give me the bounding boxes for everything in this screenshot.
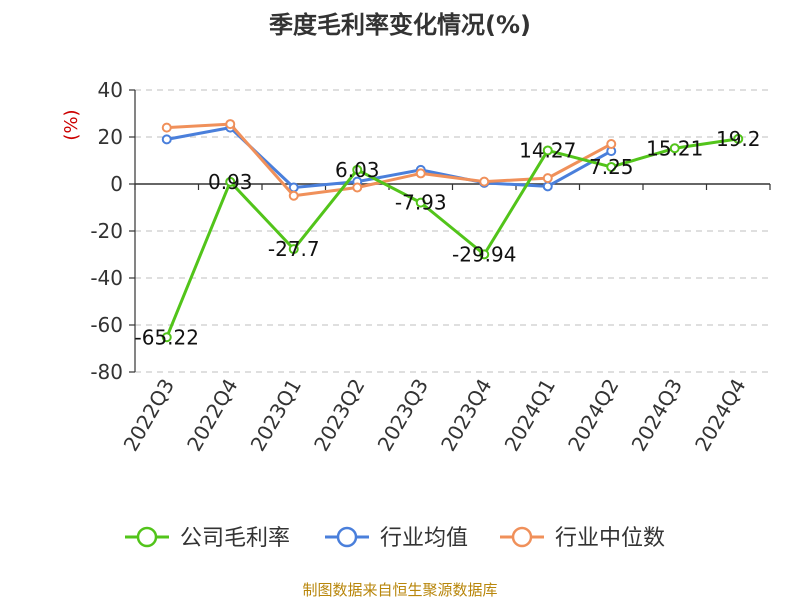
legend-item[interactable]: 公司毛利率 (125, 526, 290, 551)
data-point (161, 122, 172, 133)
x-tick-label: 2023Q2 (309, 375, 369, 456)
data-label: 0.93 (208, 170, 253, 194)
y-axis-label: (%) (61, 109, 82, 140)
y-tick-label: -80 (90, 360, 123, 384)
data-label: 7.25 (589, 155, 634, 179)
legend-label: 公司毛利率 (180, 526, 290, 551)
data-point (288, 190, 299, 201)
x-tick-label: 2022Q4 (182, 375, 242, 456)
data-label: -29.94 (452, 242, 516, 266)
y-tick-label: 0 (110, 172, 123, 196)
data-point (352, 182, 363, 193)
data-point (161, 134, 172, 145)
legend-marker (336, 526, 358, 548)
data-label: 14.27 (519, 138, 576, 162)
data-point (225, 176, 236, 187)
data-point (606, 139, 617, 150)
data-point (225, 119, 236, 130)
series-line (166, 122, 612, 198)
data-point (415, 197, 426, 208)
x-tick-label: 2022Q3 (119, 375, 179, 456)
data-point (352, 164, 363, 175)
legend-marker (511, 526, 533, 548)
x-tick-label: 2024Q4 (690, 375, 750, 456)
grid (135, 89, 770, 373)
data-point (733, 133, 744, 144)
data-label: -65.22 (135, 325, 199, 349)
chart-title: 季度毛利率变化情况(%) (269, 11, 531, 39)
data-label: 6.03 (335, 158, 380, 182)
legend-item[interactable]: 行业均值 (325, 526, 468, 551)
data-label: -7.93 (395, 191, 447, 215)
legend-label: 行业中位数 (555, 526, 665, 551)
data-point (288, 182, 299, 193)
y-tick-label: 20 (98, 125, 123, 149)
legend-marker (136, 526, 158, 548)
source-note: 制图数据来自恒生聚源数据库 (302, 581, 497, 599)
data-point (606, 161, 617, 172)
x-tick-label: 2023Q3 (373, 375, 433, 456)
y-tick-label: -60 (90, 313, 123, 337)
x-tick-label: 2024Q2 (563, 375, 623, 456)
data-point (161, 332, 172, 343)
data-point (288, 244, 299, 255)
data-point (415, 168, 426, 179)
x-tick-label: 2024Q1 (500, 375, 560, 456)
y-tick-label: -20 (90, 219, 123, 243)
data-point (669, 143, 680, 154)
data-label: -27.7 (268, 237, 320, 261)
data-labels: -65.22 0.93 -27.7 6.03 -7.93 -29.94 14.27 7.25 1… (135, 127, 761, 349)
x-tick-label: 2024Q3 (627, 375, 687, 456)
data-point (542, 145, 553, 156)
data-point (479, 176, 490, 187)
series-line (165, 137, 739, 338)
legend-item[interactable]: 行业中位数 (500, 526, 665, 551)
series-layer (161, 119, 744, 343)
y-tick-label: 40 (98, 78, 123, 102)
data-point (542, 181, 553, 192)
x-tick-label: 2023Q1 (246, 375, 306, 456)
data-label: 19.2 (716, 127, 761, 151)
y-tick-label: -40 (90, 266, 123, 290)
data-label: 15.21 (646, 136, 703, 160)
x-tick-label: 2023Q4 (436, 375, 496, 456)
data-point (542, 173, 553, 184)
data-point (479, 249, 490, 260)
legend-label: 行业均值 (380, 526, 468, 551)
legend[interactable]: 公司毛利率 行业均值 行业中位数 (125, 526, 665, 551)
